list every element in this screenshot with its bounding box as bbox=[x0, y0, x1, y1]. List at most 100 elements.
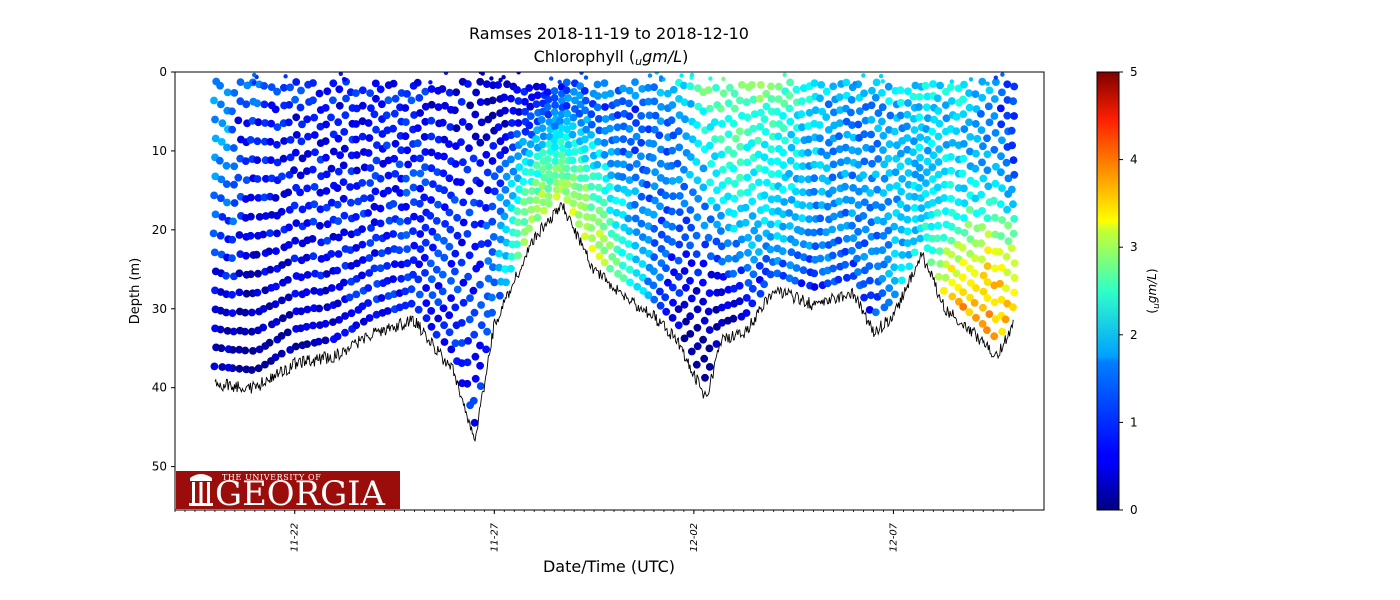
chlorophyll-point bbox=[823, 202, 832, 211]
chlorophyll-point bbox=[576, 165, 585, 173]
chlorophyll-point bbox=[364, 299, 372, 307]
chlorophyll-point bbox=[679, 81, 688, 90]
chlorophyll-point bbox=[692, 231, 701, 240]
chlorophyll-point bbox=[673, 159, 682, 168]
chlorophyll-point bbox=[637, 112, 646, 120]
chlorophyll-point bbox=[970, 269, 979, 277]
chlorophyll-point bbox=[494, 81, 502, 89]
chlorophyll-point bbox=[717, 135, 725, 144]
chlorophyll-point bbox=[302, 253, 311, 262]
chlorophyll-point bbox=[593, 92, 602, 100]
chlorophyll-point bbox=[507, 252, 516, 261]
chlorophyll-point bbox=[465, 315, 474, 324]
chlorophyll-point bbox=[767, 82, 775, 91]
chlorophyll-point bbox=[675, 175, 683, 184]
chlorophyll-point bbox=[625, 125, 634, 133]
chlorophyll-point bbox=[983, 150, 992, 159]
chlorophyll-point bbox=[656, 159, 665, 168]
chlorophyll-point bbox=[816, 134, 824, 143]
y-tick-label: 20 bbox=[152, 223, 167, 237]
chlorophyll-point bbox=[935, 119, 944, 128]
chlorophyll-point bbox=[741, 203, 750, 212]
chlorophyll-point bbox=[998, 327, 1007, 336]
chlorophyll-point bbox=[235, 288, 244, 297]
chlorophyll-point bbox=[489, 263, 497, 272]
chlorophyll-point bbox=[656, 117, 665, 125]
chlorophyll-point bbox=[292, 131, 301, 139]
chlorophyll-point bbox=[717, 288, 726, 297]
chlorophyll-point bbox=[302, 288, 311, 297]
chlorophyll-point bbox=[941, 101, 950, 109]
chlorophyll-point bbox=[855, 187, 863, 196]
chlorophyll-point bbox=[297, 137, 306, 146]
chlorophyll-point bbox=[210, 96, 218, 105]
chlorophyll-point bbox=[333, 332, 342, 341]
x-tick-label: 11-22 bbox=[290, 523, 301, 552]
chlorophyll-point bbox=[897, 213, 905, 221]
chlorophyll-point bbox=[966, 147, 974, 156]
chlorophyll-point bbox=[462, 78, 467, 84]
chlorophyll-point bbox=[459, 278, 468, 287]
chlorophyll-point bbox=[563, 109, 572, 118]
chlorophyll-point bbox=[675, 224, 684, 233]
chlorophyll-point bbox=[409, 183, 418, 192]
chlorophyll-point bbox=[537, 116, 546, 124]
chlorophyll-point bbox=[712, 237, 721, 246]
chlorophyll-point bbox=[498, 77, 503, 83]
chlorophyll-point bbox=[915, 103, 923, 111]
chlorophyll-point bbox=[501, 186, 510, 194]
chlorophyll-point bbox=[755, 248, 763, 256]
chlorophyll-point bbox=[954, 198, 963, 207]
chlorophyll-point bbox=[593, 80, 602, 89]
chlorophyll-point bbox=[599, 210, 608, 219]
chlorophyll-point bbox=[916, 153, 924, 162]
chlorophyll-point bbox=[291, 289, 300, 298]
chlorophyll-point bbox=[606, 206, 614, 215]
chlorophyll-point bbox=[445, 242, 454, 251]
chlorophyll-point bbox=[277, 332, 286, 340]
chlorophyll-point bbox=[730, 284, 738, 293]
chlorophyll-point bbox=[211, 115, 219, 124]
chlorophyll-point bbox=[904, 87, 912, 96]
chlorophyll-point bbox=[786, 156, 795, 165]
chlorophyll-point bbox=[410, 212, 418, 221]
chlorophyll-point bbox=[296, 171, 305, 180]
chlorophyll-point bbox=[303, 184, 312, 193]
chlorophyll-point bbox=[965, 103, 974, 112]
chlorophyll-point bbox=[669, 85, 678, 94]
chlorophyll-point bbox=[805, 241, 814, 250]
chlorophyll-point bbox=[712, 203, 721, 212]
chlorophyll-point bbox=[979, 174, 988, 183]
chlorophyll-point bbox=[242, 176, 251, 185]
chlorophyll-point bbox=[978, 320, 987, 328]
chlorophyll-point bbox=[284, 118, 293, 127]
chlorophyll-point bbox=[885, 284, 894, 292]
chlorophyll-point bbox=[477, 321, 486, 330]
chlorophyll-point bbox=[364, 284, 373, 292]
chlorophyll-point bbox=[880, 160, 889, 169]
chlorophyll-point bbox=[756, 108, 765, 117]
chlorophyll-point bbox=[884, 241, 893, 249]
chlorophyll-point bbox=[327, 113, 335, 122]
chlorophyll-point bbox=[942, 87, 950, 96]
chlorophyll-point bbox=[947, 250, 956, 259]
chlorophyll-point bbox=[407, 299, 416, 308]
chlorophyll-point bbox=[983, 134, 991, 143]
chlorophyll-point bbox=[989, 196, 998, 205]
chlorophyll-point bbox=[532, 100, 541, 108]
chlorophyll-point bbox=[686, 153, 695, 161]
chlorophyll-point bbox=[637, 138, 646, 147]
chlorophyll-point bbox=[860, 252, 869, 261]
chlorophyll-point bbox=[971, 120, 980, 128]
chlorophyll-point bbox=[884, 154, 893, 163]
chlorophyll-point bbox=[965, 118, 973, 127]
chlorophyll-point bbox=[767, 170, 776, 179]
chlorophyll-point bbox=[860, 239, 869, 248]
chlorophyll-point bbox=[409, 256, 418, 264]
chlorophyll-point bbox=[688, 135, 697, 144]
chlorophyll-point bbox=[471, 110, 480, 119]
chlorophyll-point bbox=[247, 193, 255, 202]
chlorophyll-point bbox=[682, 216, 691, 225]
chlorophyll-point bbox=[428, 80, 433, 85]
chlorophyll-point bbox=[440, 338, 449, 346]
